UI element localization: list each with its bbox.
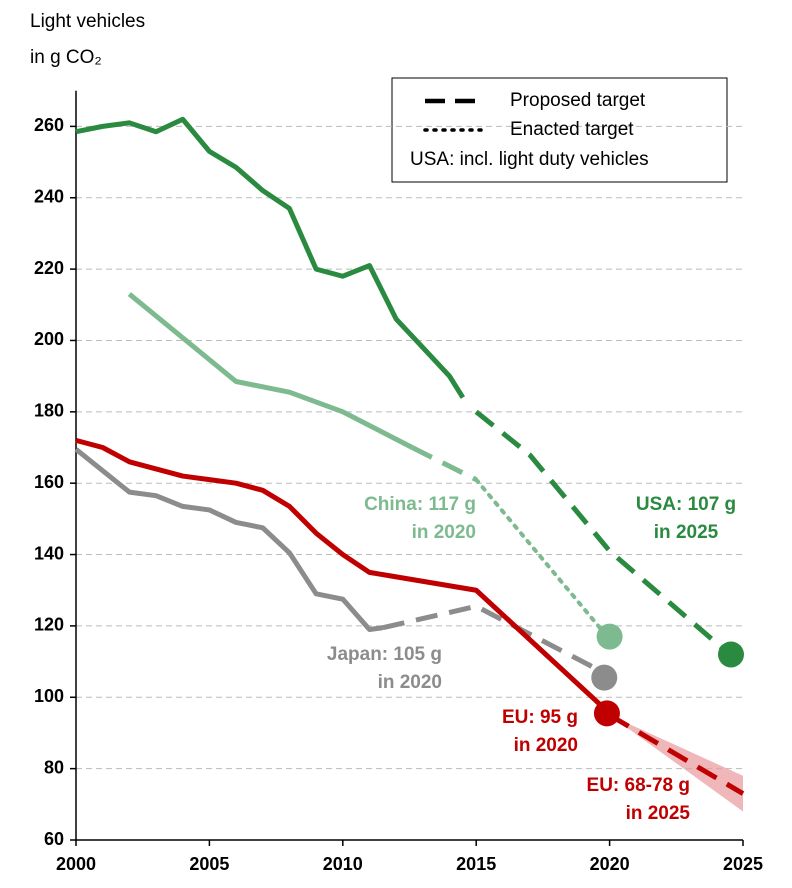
x-tick-label: 2025	[723, 854, 763, 874]
series-line	[608, 712, 745, 796]
legend-note: USA: incl. light duty vehicles	[410, 149, 649, 170]
y-tick-label: 260	[34, 115, 64, 135]
y-tick-label: 160	[34, 472, 64, 492]
y-tick-label: 220	[34, 258, 64, 278]
y-axis-label: Light vehicles	[30, 11, 145, 32]
y-tick-label: 100	[34, 686, 64, 706]
annotation: Japan: 105 g	[327, 644, 442, 665]
annotation: in 2020	[378, 672, 442, 693]
x-tick-label: 2000	[56, 854, 96, 874]
annotation: in 2025	[626, 803, 691, 824]
annotation: in 2020	[412, 522, 476, 543]
y-axis-label: in g CO₂	[30, 47, 102, 68]
series-line	[74, 447, 384, 632]
y-tick-label: 140	[34, 543, 64, 563]
y-tick-label: 60	[44, 829, 64, 849]
series-line	[75, 116, 465, 399]
series-line	[474, 477, 607, 636]
y-tick-label: 200	[34, 329, 64, 349]
target-marker	[596, 623, 623, 650]
annotation: EU: 95 g	[502, 707, 578, 728]
annotation: in 2025	[654, 522, 719, 543]
annotation: in 2020	[514, 735, 578, 756]
legend-box	[391, 77, 728, 183]
y-tick-label: 180	[34, 401, 64, 421]
series-line	[127, 292, 414, 450]
annotation: USA: 107 g	[636, 494, 736, 515]
y-tick-label: 80	[44, 757, 64, 777]
series-line	[75, 437, 612, 716]
target-marker	[591, 664, 618, 691]
annotation: China: 117 g	[364, 494, 476, 515]
range-band	[609, 715, 743, 812]
legend-label: Enacted target	[510, 119, 634, 140]
legend-label: Proposed target	[510, 90, 646, 111]
annotation: EU: 68-78 g	[587, 775, 690, 796]
x-tick-label: 2005	[189, 854, 229, 874]
series-line	[474, 409, 732, 657]
y-tick-label: 240	[34, 186, 64, 206]
target-marker	[593, 700, 620, 727]
target-marker	[717, 641, 744, 668]
x-tick-label: 2015	[456, 854, 496, 874]
x-tick-label: 2010	[323, 854, 363, 874]
series-line	[382, 603, 598, 671]
y-tick-label: 120	[34, 615, 64, 635]
x-tick-label: 2020	[590, 854, 630, 874]
series-line	[411, 445, 478, 482]
